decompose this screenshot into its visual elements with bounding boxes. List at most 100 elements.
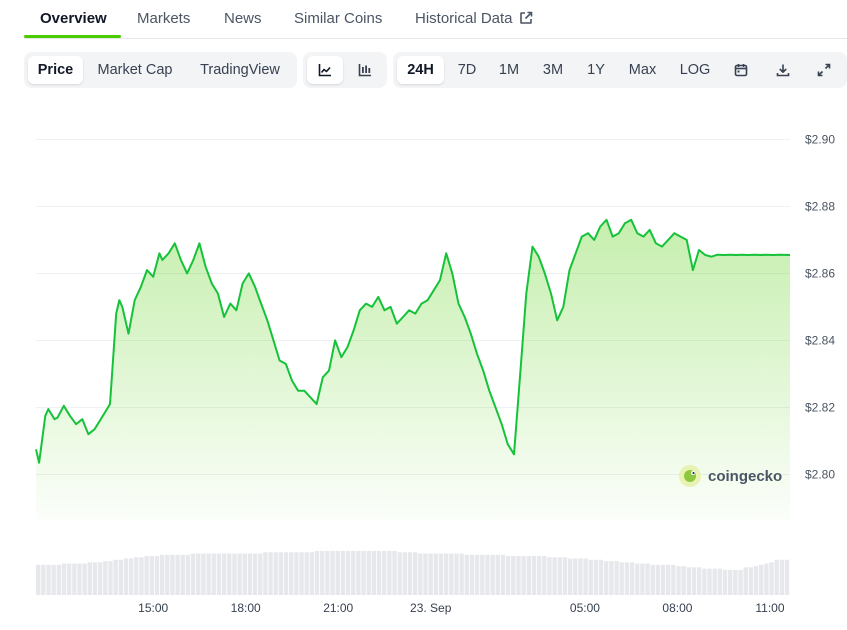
volume-bar (542, 556, 547, 595)
x-tick-label: 05:00 (570, 601, 600, 615)
volume-bar (356, 551, 361, 595)
volume-bar (521, 556, 526, 595)
volume-bar (41, 564, 46, 595)
volume-bar (779, 559, 785, 595)
volume-bar (738, 569, 743, 595)
volume-bar (547, 557, 552, 595)
volume-bar (299, 552, 304, 595)
volume-bar (640, 563, 645, 595)
volume-bar (598, 559, 604, 595)
volume-bar (118, 559, 123, 595)
volume-bar (536, 556, 542, 595)
metric-tradingview-button[interactable]: TradingView (200, 62, 280, 78)
volume-bar (289, 552, 294, 595)
download-button[interactable] (767, 56, 799, 84)
volume-bar (552, 557, 557, 595)
log-scale-button[interactable]: LOG (679, 62, 711, 78)
volume-bar (387, 551, 392, 595)
fullscreen-button[interactable] (808, 56, 840, 84)
y-tick-label: $2.86 (805, 266, 835, 280)
tab-markets[interactable]: Markets (137, 10, 191, 27)
volume-bar (345, 551, 351, 595)
y-tick-label: $2.84 (805, 333, 835, 347)
volume-bar (650, 564, 655, 595)
volume-bar (573, 558, 578, 595)
price-area-fill (36, 219, 790, 521)
range-selector: 24H 7D 1M 3M 1Y Max LOG (393, 52, 847, 88)
candlestick-chart-button[interactable] (347, 56, 383, 84)
x-tick-label: 21:00 (323, 601, 353, 615)
volume-bar (82, 563, 87, 595)
fullscreen-icon (817, 63, 831, 77)
y-tick-label: $2.80 (805, 467, 835, 481)
volume-bar (469, 554, 475, 595)
tab-news[interactable]: News (224, 10, 262, 27)
volume-bar (46, 564, 51, 595)
volume-bar (294, 552, 299, 595)
line-chart-button[interactable] (307, 56, 343, 84)
volume-bar (418, 553, 423, 595)
volume-bar (361, 551, 366, 595)
volume-bar (376, 551, 382, 595)
range-1y-button[interactable]: 1Y (587, 62, 605, 78)
volume-bar (51, 564, 56, 595)
volume-bar (769, 562, 774, 595)
volume-bar (366, 551, 371, 595)
volume-bars (36, 551, 790, 595)
volume-bar (707, 568, 712, 595)
line-chart-icon (318, 64, 331, 77)
download-icon (776, 64, 790, 77)
x-tick-label: 18:00 (231, 601, 261, 615)
volume-bar (237, 553, 242, 595)
volume-bar (774, 559, 779, 595)
range-7d-button[interactable]: 7D (457, 62, 477, 78)
metric-price-button[interactable]: Price (28, 56, 83, 84)
range-max-button[interactable]: Max (628, 62, 657, 78)
volume-bar (712, 568, 717, 595)
y-tick-label: $2.82 (805, 400, 835, 414)
volume-bar (196, 553, 201, 595)
volume-bar (557, 557, 562, 595)
metric-market-cap-button[interactable]: Market Cap (97, 62, 173, 78)
volume-bar (159, 554, 165, 595)
volume-bar (645, 563, 650, 595)
volume-bar (227, 553, 232, 595)
volume-bar (702, 568, 707, 595)
volume-bar (87, 562, 92, 595)
volume-bar (320, 551, 325, 595)
volume-bar (149, 556, 154, 595)
tab-overview[interactable]: Overview (40, 10, 107, 27)
volume-bar (77, 563, 82, 595)
price-chart[interactable]: $2.80 $2.82 $2.84 $2.86 $2.88 $2.90 coingecko… (0, 100, 847, 630)
volume-bar (697, 567, 702, 595)
volume-bar (562, 557, 568, 595)
volume-bar (459, 553, 464, 595)
range-3m-button[interactable]: 3M (542, 62, 564, 78)
volume-bar (686, 567, 692, 595)
volume-bar (511, 556, 516, 595)
tab-historical-data-label: Historical Data (415, 10, 513, 27)
y-tick-label: $2.90 (805, 132, 835, 146)
range-1m-button[interactable]: 1M (498, 62, 520, 78)
volume-bar (268, 552, 273, 595)
volume-bar (72, 563, 77, 595)
volume-bar (464, 554, 469, 595)
tab-similar-coins[interactable]: Similar Coins (294, 10, 383, 27)
volume-bar (252, 553, 258, 595)
tab-historical-data[interactable]: Historical Data (415, 10, 533, 27)
volume-bar (113, 559, 118, 595)
volume-bar (526, 556, 531, 595)
volume-bar (759, 564, 764, 595)
x-tick-label: 11:00 (755, 601, 784, 615)
volume-bar (609, 561, 614, 595)
calendar-button[interactable] (725, 56, 757, 84)
range-24h-button[interactable]: 24H (397, 56, 444, 84)
volume-bar (428, 553, 433, 595)
volume-bar (624, 562, 630, 595)
volume-bar (278, 552, 284, 595)
volume-bar (340, 551, 346, 595)
volume-bar (144, 556, 149, 595)
volume-bar (438, 553, 444, 595)
volume-bar (505, 556, 511, 595)
volume-bar (325, 551, 330, 595)
